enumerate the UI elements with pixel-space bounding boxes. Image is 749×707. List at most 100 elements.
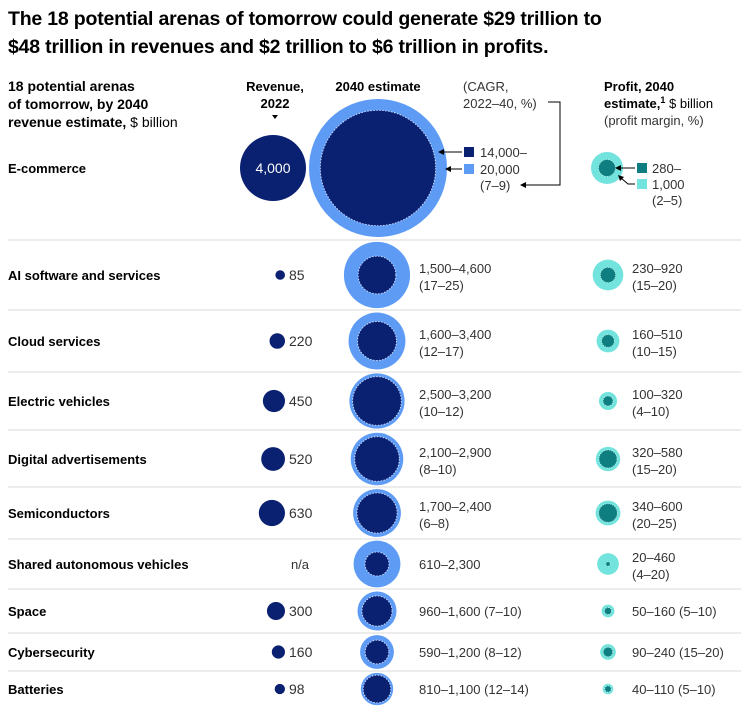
title-line-2: $48 trillion in revenues and $2 trillion… (8, 36, 549, 58)
arena-header-line-3: revenue estimate, $ billion (8, 114, 178, 130)
revenue-2022-bubble (258, 499, 285, 527)
arena-label: Electric vehicles (8, 394, 110, 409)
revenue-2022-header-line-2: 2022 (261, 96, 290, 111)
profit-header-footnote: 1 (660, 95, 665, 105)
legend-revenue-high-label: 20,000 (480, 162, 520, 177)
revenue-2022-label: 4,000 (255, 160, 290, 176)
arena-label: Shared autonomous vehicles (8, 557, 189, 572)
revenue-2022-label: n/a (291, 557, 310, 572)
table-row: Electric vehicles 450 2,500–3,200 (10–12) 10… (8, 373, 683, 429)
table-row: Cloud services 220 1,600–3,400 (12–17) 160–5… (8, 312, 683, 370)
table-row: E-commerce 4,000 (8, 99, 623, 237)
profit-low-bubble (605, 561, 611, 567)
legend-revenue-high-arrow (445, 166, 451, 172)
arena-label: Space (8, 604, 46, 619)
legend-revenue-low-swatch (464, 147, 474, 157)
profit-header-line-1: Profit, 2040 (604, 79, 674, 94)
revenue-2040-low-bubble (319, 109, 437, 227)
legend-annotations: 14,000– 20,000(7–9) 280–1,000(2–5) (438, 101, 685, 208)
profit-label: 230–920 (632, 261, 683, 276)
legend-profit-high-swatch (637, 179, 647, 189)
revenue-2040-label: 1,700–2,400 (419, 499, 491, 514)
profit-label: 160–510 (632, 327, 683, 342)
table-row: Batteries 98 810–1,100 (12–14) 40–110 (5–10… (8, 672, 716, 706)
chart-title: The 18 potential arenas of tomorrow coul… (8, 5, 743, 61)
profit-header-line-2: estimate,1 $ billion (604, 95, 713, 111)
table-row: Shared autonomous vehicles n/a 610–2,300 20… (8, 540, 675, 588)
profit-low-bubble (601, 334, 615, 348)
profit-label: 20–460 (632, 550, 675, 565)
margin-label: (4–20) (632, 567, 670, 582)
profit-low-bubble (604, 607, 612, 615)
margin-label: (15–20) (632, 462, 677, 477)
revenue-2040-label: 1,600–3,400 (419, 327, 491, 342)
margin-label: (15–20) (632, 278, 677, 293)
arena-label: Semiconductors (8, 506, 110, 521)
revenue-2040-label: 590–1,200 (8–12) (419, 645, 522, 660)
revenue-2040-label: 810–1,100 (12–14) (419, 682, 529, 697)
profit-label: 340–600 (632, 499, 683, 514)
profit-label: 90–240 (15–20) (632, 645, 724, 660)
revenue-2022-bubble (269, 333, 285, 349)
revenue-2040-label: 960–1,600 (7–10) (419, 604, 522, 619)
legend-cagr-bracket (524, 101, 561, 186)
margin-label: (10–15) (632, 344, 677, 359)
profit-label: 50–160 (5–10) (632, 604, 717, 619)
chart-rows: E-commerce 4,000 AI software and services 8… (8, 99, 741, 706)
legend-revenue-low-label: 14,000– (480, 145, 528, 160)
revenue-2022-label: 85 (289, 267, 305, 283)
profit-low-bubble (598, 449, 618, 469)
arena-header-line-2: of tomorrow, by 2040 (8, 96, 149, 112)
profit-low-bubble (604, 685, 612, 693)
revenue-2022-label: 300 (289, 603, 313, 619)
profit-low-bubble (598, 503, 618, 523)
revenue-2022-label: 98 (289, 681, 305, 697)
revenue-2040-label: 2,100–2,900 (419, 445, 491, 460)
legend-revenue-low-arrow (438, 149, 444, 155)
profit-label: 100–320 (632, 387, 683, 402)
legend-profit-low-label: 280– (652, 161, 682, 176)
profit-low-bubble (602, 395, 614, 407)
revenue-2022-label: 220 (289, 333, 313, 349)
revenue-2040-low-bubble (356, 492, 398, 534)
revenue-2022-header-line-1: Revenue, (246, 79, 304, 94)
revenue-2040-low-bubble (362, 674, 392, 704)
revenue-2040-label: 1,500–4,600 (419, 261, 491, 276)
legend-profit-high-label: 1,000 (652, 177, 685, 192)
legend-revenue-cagr-label: (7–9) (480, 178, 510, 193)
cagr-label: (8–10) (419, 462, 457, 477)
estimate-2040-header: 2040 estimate (335, 79, 420, 94)
column-headers: 18 potential arenas of tomorrow, by 2040 r… (8, 78, 713, 130)
revenue-2022-bubble (261, 447, 285, 471)
table-row: Cybersecurity 160 590–1,200 (8–12) 90–240 (… (8, 635, 724, 669)
revenue-2040-low-bubble (364, 551, 390, 577)
arena-label: E-commerce (8, 161, 86, 176)
table-row: Semiconductors 630 1,700–2,400 (6–8) 340–600… (8, 489, 683, 537)
revenue-2022-bubble (266, 601, 285, 621)
arena-header-unit: $ billion (126, 114, 177, 130)
cagr-header-line-1: (CAGR, (463, 79, 509, 94)
revenue-2040-low-bubble (357, 255, 397, 295)
arena-label: Cybersecurity (8, 645, 95, 660)
revenue-2040-label: 2,500–3,200 (419, 387, 491, 402)
cagr-label: (17–25) (419, 278, 464, 293)
cagr-label: (12–17) (419, 344, 464, 359)
arena-label: Cloud services (8, 334, 101, 349)
arena-label: AI software and services (8, 268, 160, 283)
legend-profit-high-arrow (618, 175, 624, 181)
revenue-2022-label: 520 (289, 451, 313, 467)
profit-header-unit: $ billion (665, 96, 713, 111)
profit-low-bubble (598, 159, 616, 177)
margin-label: (20–25) (632, 516, 677, 531)
legend-cagr-arrow (520, 182, 526, 188)
revenue-2022-header-arrow (272, 115, 278, 119)
revenue-2022-label: 450 (289, 393, 313, 409)
revenue-2022-bubble (275, 270, 285, 280)
revenue-2022-bubble (274, 683, 285, 695)
revenue-2040-low-bubble (361, 595, 393, 627)
revenue-2022-label: 630 (289, 505, 313, 521)
table-row: Digital advertisements 520 2,100–2,900 (8–1… (8, 432, 683, 486)
legend-profit-margin-label: (2–5) (652, 193, 682, 208)
profit-low-bubble (602, 646, 614, 658)
